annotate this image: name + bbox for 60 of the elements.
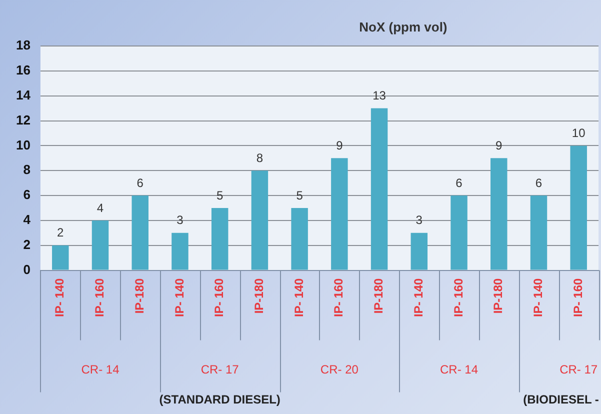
x-tick-label: IP- 160	[212, 278, 226, 318]
data-label: 5	[216, 188, 224, 202]
x-tick-label: IP-180	[252, 278, 266, 314]
x-tick-label: IP-180	[491, 278, 506, 314]
bar	[92, 220, 109, 270]
text: CR- 14	[440, 362, 478, 377]
data-label: 9	[336, 138, 344, 152]
y-tick-label: 14	[16, 87, 32, 102]
bar	[52, 245, 69, 270]
data-label: 6	[136, 176, 144, 190]
data-label: 10	[572, 126, 586, 140]
data-label: 6	[535, 176, 542, 190]
bar	[251, 170, 268, 270]
x-tick-label: IP- 160	[451, 278, 466, 318]
text: (BIODIESEL -	[523, 392, 599, 407]
data-label: 3	[416, 213, 423, 228]
data-label: 13	[372, 88, 386, 103]
x-tick-label: IP-180	[372, 278, 386, 314]
bar	[172, 232, 188, 270]
y-tick-label: 2	[23, 236, 30, 252]
data-label: 8	[256, 150, 264, 165]
text: (STANDARD DIESEL)	[159, 392, 280, 407]
data-label: 9	[496, 138, 503, 152]
data-label: 6	[456, 176, 463, 190]
bar	[530, 196, 548, 270]
bar	[370, 108, 388, 270]
y-tick-label: 4	[23, 212, 32, 228]
bar	[450, 196, 468, 270]
data-label: 5	[296, 188, 304, 202]
x-tick-label: IP- 140	[531, 278, 546, 318]
bar	[211, 208, 228, 270]
chart-title: NoX (ppm vol)	[359, 20, 448, 35]
x-tick-label: IP- 140	[52, 278, 67, 318]
x-tick-label: IP- 140	[172, 278, 186, 318]
y-tick-label: 0	[23, 262, 30, 277]
text: CR- 17	[560, 362, 598, 377]
data-label: 4	[96, 200, 104, 215]
bar	[490, 158, 508, 270]
y-tick-label: 12	[16, 112, 30, 128]
x-tick-label: IP-180	[132, 278, 146, 314]
text: CR- 17	[200, 362, 240, 377]
y-tick-label: 18	[16, 38, 30, 53]
y-tick-label: 16	[16, 62, 30, 78]
bar	[570, 146, 587, 270]
bar	[410, 232, 428, 270]
x-tick-label: IP- 160	[92, 278, 107, 318]
x-tick-label: IP- 140	[411, 278, 426, 318]
bar	[291, 208, 308, 270]
text: CR- 20	[320, 362, 359, 377]
x-tick-label: IP- 140	[292, 278, 306, 318]
y-tick-label: 8	[23, 162, 30, 178]
x-tick-label: IP- 160	[570, 278, 585, 318]
bar	[331, 158, 348, 270]
data-label: 2	[57, 226, 64, 240]
bar	[132, 196, 148, 270]
x-tick-label: IP- 160	[332, 278, 346, 318]
data-label: 3	[176, 213, 184, 228]
text: CR- 14	[81, 362, 120, 377]
y-tick-label: 6	[23, 187, 30, 202]
y-tick-label: 10	[16, 137, 30, 152]
